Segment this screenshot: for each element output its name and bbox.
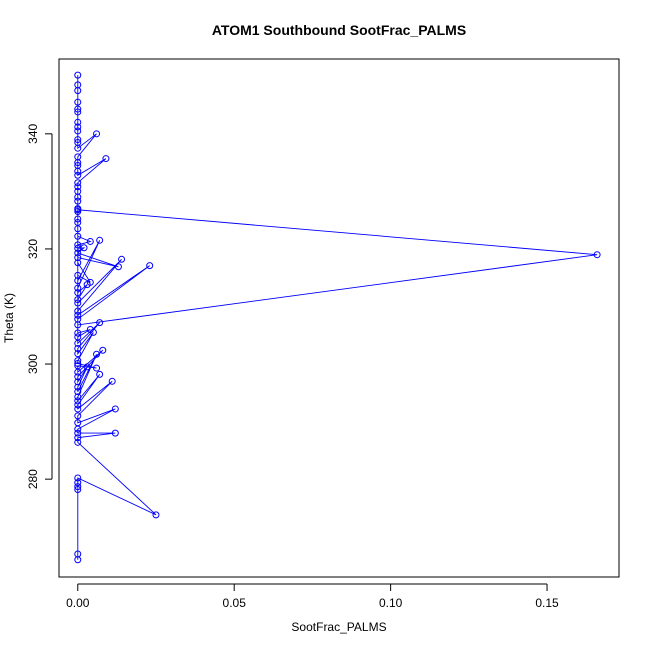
data-point: [74, 397, 82, 405]
data-point: [74, 232, 82, 240]
data-point: [86, 237, 94, 245]
data-point: [74, 329, 82, 337]
data-point: [74, 241, 82, 249]
data-point: [74, 357, 82, 365]
data-point: [74, 350, 82, 358]
data-point: [74, 438, 82, 446]
data-point: [74, 425, 82, 433]
data-point: [74, 486, 82, 494]
data-point: [74, 368, 82, 376]
x-tick-label: 0.10: [379, 596, 403, 610]
data-point: [96, 370, 104, 378]
data-point: [74, 550, 82, 558]
y-tick-label: 300: [26, 354, 40, 374]
data-point: [74, 171, 82, 179]
data-point: [96, 236, 104, 244]
data-point: [74, 393, 82, 401]
x-tick-label: 0.15: [535, 596, 559, 610]
data-point: [74, 259, 82, 267]
data-point: [74, 289, 82, 297]
data-point: [74, 108, 82, 116]
data-point: [74, 225, 82, 233]
data-point: [74, 144, 82, 152]
data-point: [74, 167, 82, 175]
data-point: [74, 373, 82, 381]
data-point: [74, 345, 82, 353]
data-point: [74, 388, 82, 396]
data-point: [74, 483, 82, 491]
data-point: [96, 319, 104, 327]
series-layer: [74, 71, 601, 564]
data-point: [74, 118, 82, 126]
data-point: [111, 405, 119, 413]
plot-frame: [58, 58, 620, 578]
data-point: [74, 87, 82, 95]
data-point: [74, 183, 82, 191]
data-point: [74, 206, 82, 214]
y-axis: 280 300 320 340: [26, 123, 53, 489]
data-point: [83, 363, 91, 371]
y-axis-label: Theta (K): [2, 293, 16, 343]
x-axis: 0.00 0.05 0.10 0.15: [66, 583, 559, 610]
data-point: [80, 244, 88, 252]
chart-title: ATOM1 Southbound SootFrac_PALMS: [212, 22, 466, 38]
data-point: [74, 159, 82, 167]
data-point: [93, 130, 101, 138]
data-point: [108, 377, 116, 385]
data-point: [74, 401, 82, 409]
data-point: [74, 71, 82, 79]
data-point: [74, 271, 82, 279]
data-point: [83, 281, 91, 289]
data-point: [114, 263, 122, 271]
series-line: [76, 75, 598, 560]
data-point: [152, 511, 160, 519]
data-point: [74, 474, 82, 482]
data-point: [74, 127, 82, 135]
data-point: [74, 197, 82, 205]
x-tick-label: 0.05: [223, 596, 247, 610]
data-point: [74, 215, 82, 223]
data-point: [74, 378, 82, 386]
data-point: [74, 98, 82, 106]
data-point: [74, 277, 82, 285]
data-point: [74, 412, 82, 420]
data-point: [102, 155, 110, 163]
data-point: [74, 179, 82, 187]
data-point: [111, 429, 119, 437]
data-point: [74, 479, 82, 487]
data-point: [74, 123, 82, 131]
data-point: [74, 434, 82, 442]
data-point: [74, 136, 82, 144]
data-point: [74, 307, 82, 315]
data-point: [74, 193, 82, 201]
data-point: [93, 350, 101, 358]
x-axis-label: SootFrac_PALMS: [291, 620, 386, 634]
data-point: [74, 105, 82, 113]
data-point: [74, 296, 82, 304]
data-point: [118, 255, 126, 263]
data-point: [74, 284, 82, 292]
data-point: [74, 299, 82, 307]
x-tick-label: 0.00: [66, 596, 90, 610]
data-point: [146, 262, 154, 270]
data-point: [74, 429, 82, 437]
data-point: [93, 364, 101, 372]
data-point: [74, 321, 82, 329]
data-point: [74, 249, 82, 257]
y-tick-label: 340: [26, 123, 40, 143]
data-point: [593, 251, 601, 259]
data-point: [74, 359, 82, 367]
data-point: [74, 339, 82, 347]
data-point: [74, 311, 82, 319]
data-point: [74, 383, 82, 391]
y-tick-label: 320: [26, 239, 40, 259]
data-point: [74, 405, 82, 413]
data-point: [99, 346, 107, 354]
y-tick-label: 280: [26, 469, 40, 489]
data-point: [89, 328, 97, 336]
data-point: [74, 254, 82, 262]
